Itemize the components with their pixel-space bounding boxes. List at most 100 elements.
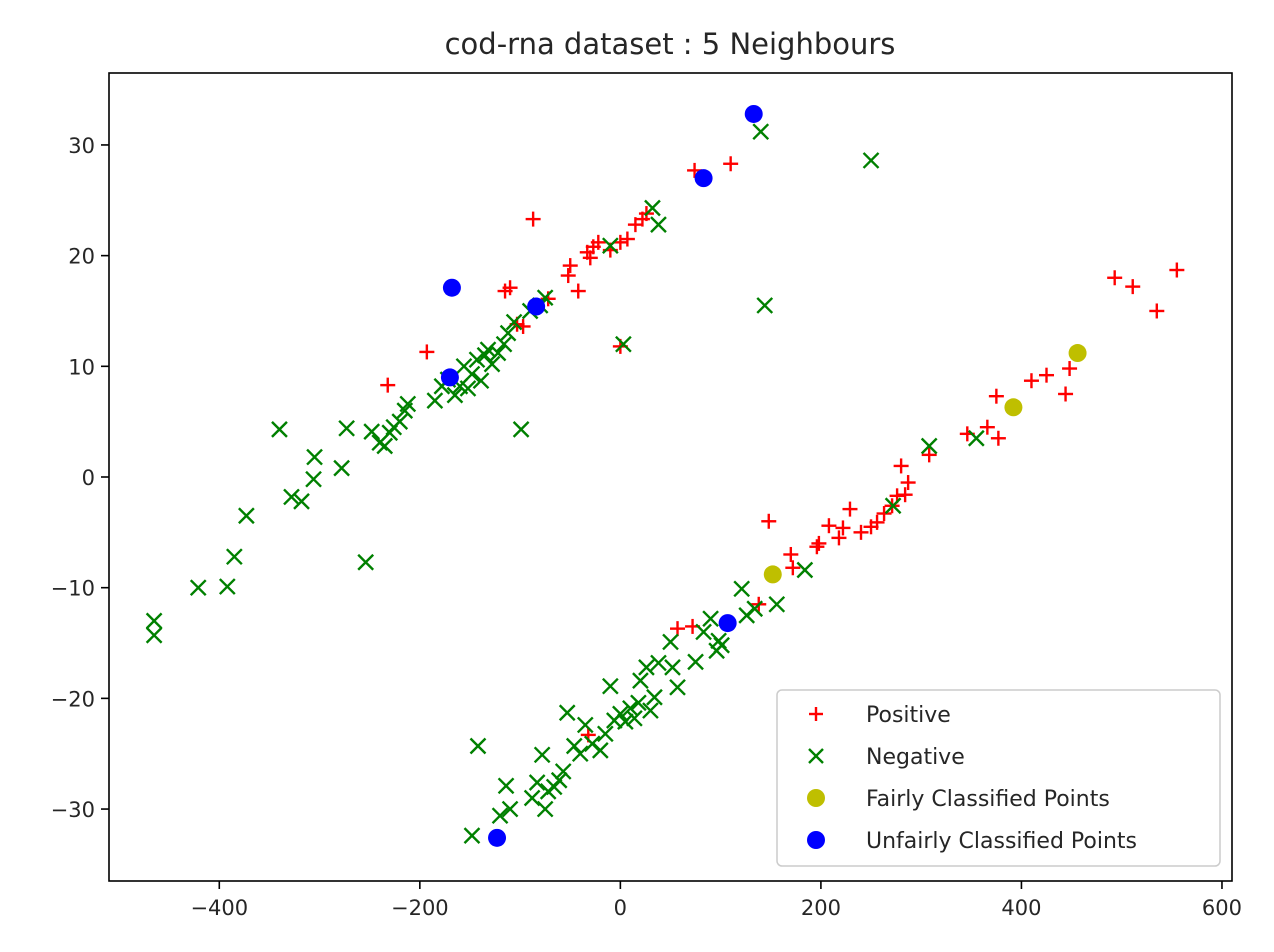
- positive-point: [831, 530, 847, 546]
- positive-point: [560, 268, 576, 284]
- x-tick-label: −200: [391, 896, 449, 920]
- negative-point: [391, 413, 409, 431]
- negative-point: [630, 694, 647, 712]
- negative-point: [646, 688, 663, 706]
- negative-point: [189, 579, 207, 597]
- negative-point: [512, 421, 530, 438]
- negative-point: [713, 636, 730, 654]
- unfairly-classified-points-point: [442, 278, 461, 297]
- negative-point: [495, 335, 513, 353]
- negative-point: [591, 742, 609, 759]
- negative-point: [601, 677, 619, 695]
- legend-marker-unfairly-classified-points: [807, 831, 825, 849]
- y-tick-label: −10: [51, 577, 95, 601]
- negative-point: [376, 437, 394, 455]
- series-positive: [380, 156, 1185, 743]
- negative-point: [746, 600, 764, 618]
- negative-point: [565, 737, 583, 755]
- legend-label-unfairly-classified: Unfairly Classified Points: [866, 829, 1137, 854]
- positive-point: [670, 621, 686, 637]
- negative-point: [363, 423, 381, 440]
- x-tick-label: 600: [1202, 896, 1242, 920]
- positive-point: [1039, 367, 1055, 383]
- series-unfairly-classified-points: [440, 104, 763, 847]
- negative-point: [601, 237, 619, 255]
- positive-point: [900, 475, 916, 491]
- fairly-classified-points-point: [1004, 398, 1023, 417]
- positive-point: [1125, 279, 1141, 295]
- negative-point: [333, 459, 350, 477]
- positive-point: [990, 430, 1006, 446]
- negative-point: [687, 653, 704, 671]
- negative-point: [283, 488, 300, 506]
- negative-point: [615, 335, 632, 353]
- negative-point: [479, 341, 497, 359]
- negative-point: [558, 704, 576, 722]
- negative-point: [145, 612, 163, 630]
- legend-marker-negative: [808, 748, 824, 764]
- legend-box: [776, 689, 1221, 867]
- negative-point: [638, 659, 655, 676]
- positive-point: [380, 377, 396, 393]
- positive-point: [897, 487, 913, 503]
- negative-point: [664, 659, 681, 676]
- positive-point: [821, 518, 837, 534]
- negative-point: [489, 344, 507, 362]
- positive-point: [809, 539, 825, 555]
- negative-point: [662, 633, 679, 651]
- negative-point: [884, 497, 902, 515]
- negative-point: [399, 395, 417, 413]
- negative-point: [752, 123, 770, 141]
- negative-point: [306, 448, 323, 466]
- legend-marker-positive: [809, 707, 823, 721]
- legend-marker-fairly-classified-points: [807, 789, 825, 807]
- negative-point: [612, 705, 629, 723]
- positive-point: [979, 419, 995, 435]
- negative-point: [733, 580, 751, 598]
- negative-point: [469, 737, 487, 755]
- unfairly-classified-points-point: [744, 104, 763, 123]
- negative-point: [271, 421, 288, 438]
- chart-title: cod-rna dataset : 5 Neighbours: [445, 27, 896, 61]
- negative-point: [669, 678, 686, 696]
- series-negative: [145, 123, 985, 844]
- positive-point: [1023, 373, 1039, 389]
- positive-point: [835, 520, 851, 536]
- positive-point: [502, 280, 518, 296]
- negative-point: [463, 827, 481, 844]
- y-tick-label: −30: [51, 798, 95, 822]
- negative-point: [305, 470, 322, 488]
- negative-point: [338, 419, 355, 437]
- negative-point: [505, 313, 523, 331]
- negative-point: [225, 548, 243, 566]
- negative-point: [536, 800, 554, 818]
- negative-point: [642, 702, 659, 719]
- negative-point: [626, 709, 643, 727]
- negative-point: [523, 789, 541, 807]
- unfairly-classified-points-point: [718, 614, 737, 633]
- negative-point: [501, 800, 519, 818]
- negative-point: [576, 716, 594, 734]
- unfairly-classified-points-point: [694, 169, 713, 188]
- fairly-classified-points-point: [1068, 344, 1087, 363]
- negative-point: [426, 392, 444, 409]
- negative-point: [650, 654, 667, 672]
- axis-ticks: −400 −200 0 200 400 600 −30 −20 −10 0 10 20 30: [51, 134, 1242, 920]
- negative-point: [632, 672, 649, 690]
- negative-point: [145, 626, 163, 644]
- negative-point: [596, 725, 614, 743]
- negative-point: [862, 152, 880, 169]
- unfairly-classified-points-point: [440, 368, 459, 387]
- x-tick-label: 400: [1001, 896, 1041, 920]
- negative-point: [357, 553, 375, 571]
- unfairly-classified-points-point: [527, 297, 546, 316]
- positive-point: [853, 524, 869, 540]
- y-tick-label: 0: [82, 466, 95, 490]
- legend-markers: [807, 707, 825, 849]
- positive-point: [590, 234, 606, 250]
- positive-point: [869, 514, 885, 530]
- negative-point: [459, 380, 477, 397]
- positive-point: [723, 156, 739, 172]
- y-tick-label: −20: [51, 687, 95, 711]
- legend-label-negative: Negative: [866, 745, 965, 770]
